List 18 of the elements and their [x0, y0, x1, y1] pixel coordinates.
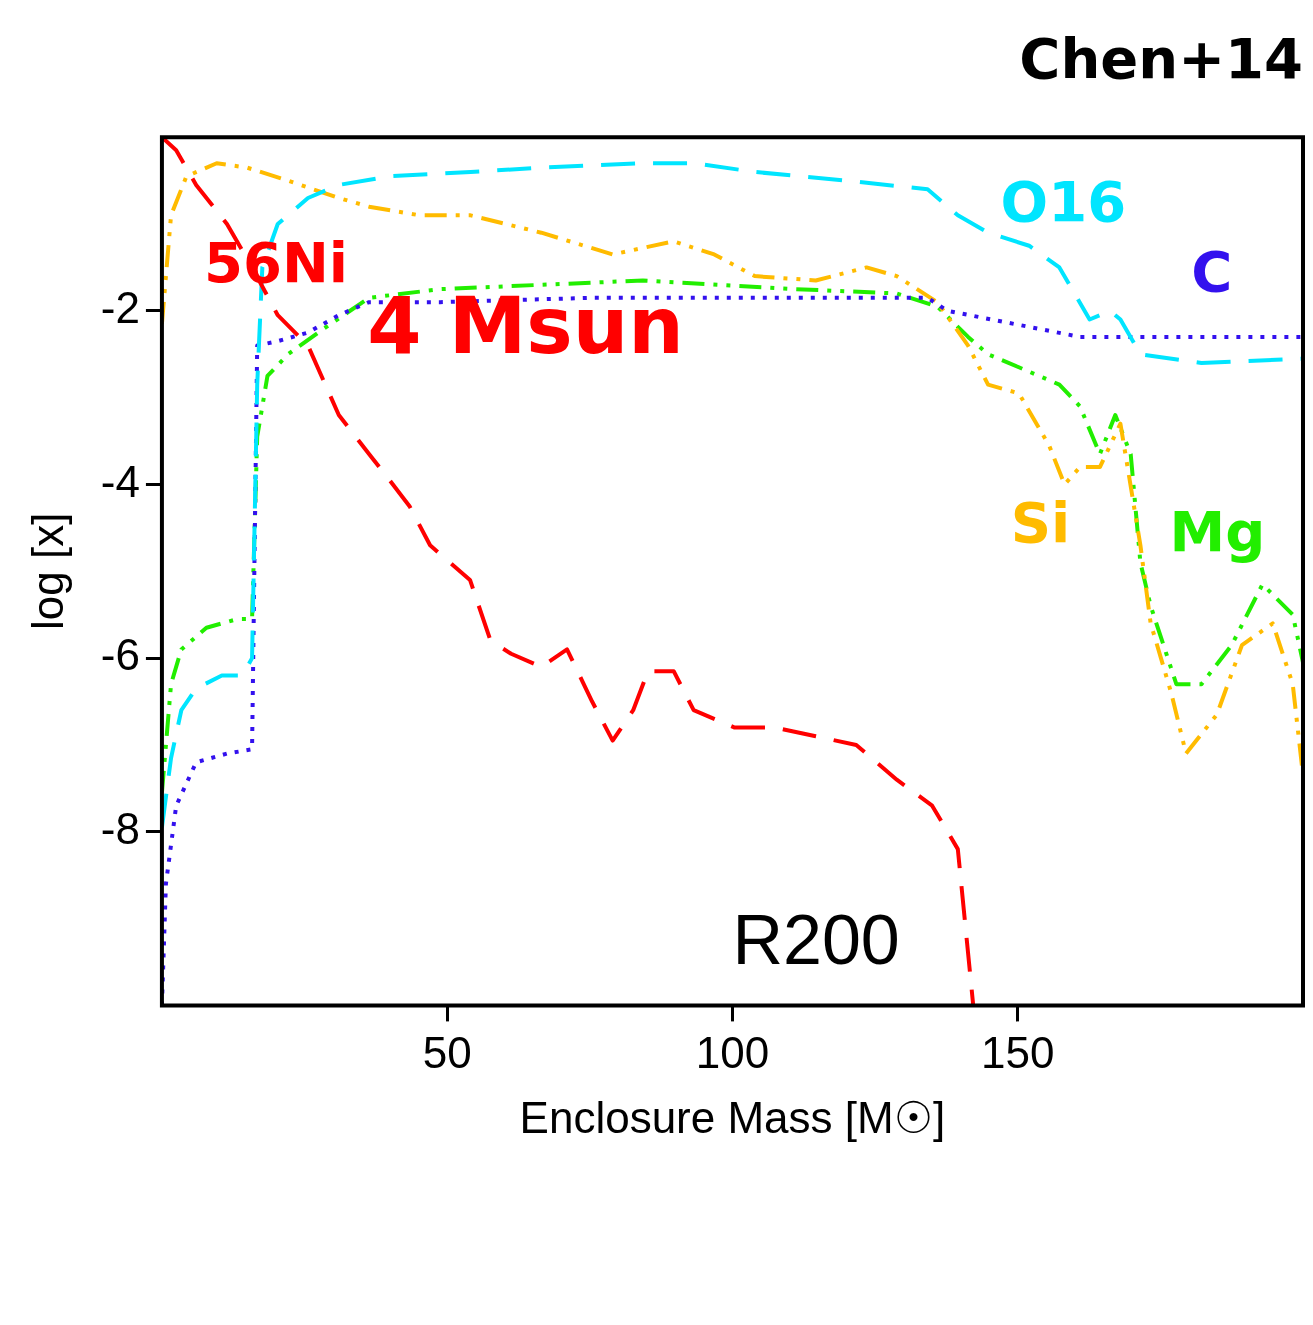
series-label: Si	[1010, 490, 1071, 556]
x-tick-label: 100	[695, 1027, 770, 1077]
y-axis-title: log [x]	[22, 512, 72, 630]
x-tick-label: 150	[981, 1027, 1055, 1077]
x-tick-label: 50	[422, 1027, 472, 1077]
series-label: Mg	[1169, 499, 1266, 565]
y-tick-label: -4	[100, 456, 140, 506]
y-tick-label: -6	[100, 630, 140, 680]
series-label: O16	[1000, 169, 1127, 235]
annotation: 4 Msun	[367, 280, 684, 371]
chart-title: Chen+14	[1019, 26, 1303, 92]
x-axis-title: Enclosure Mass [M☉]	[519, 1092, 946, 1142]
y-tick-label: -2	[100, 282, 140, 332]
series-label: 56Ni	[204, 229, 349, 295]
line-series	[161, 137, 976, 1006]
annotation: R200	[732, 900, 900, 979]
y-tick-label: -8	[100, 803, 140, 853]
series-label: C	[1191, 238, 1233, 304]
